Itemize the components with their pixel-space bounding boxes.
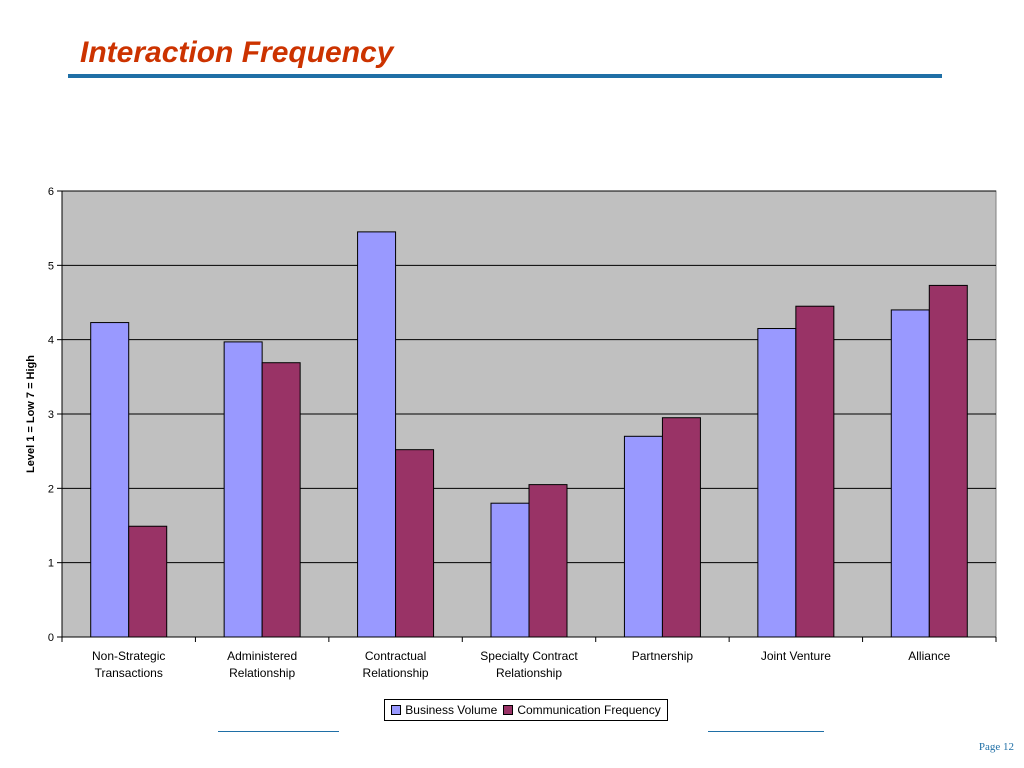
y-tick-label: 3	[48, 409, 54, 421]
bar	[223, 341, 263, 638]
footer-rule-left	[218, 731, 339, 732]
bar	[395, 449, 435, 638]
bar	[661, 417, 701, 638]
bar	[890, 309, 930, 638]
x-tick-label: Relationship	[229, 666, 295, 680]
x-tick-label: Joint Venture	[761, 649, 831, 663]
chart-legend: Business Volume Communication Frequency	[384, 699, 668, 721]
x-tick-label: Transactions	[95, 666, 163, 680]
slide-title: Interaction Frequency	[80, 36, 394, 69]
bar	[261, 362, 301, 638]
bar	[757, 328, 797, 638]
y-tick-label: 0	[48, 632, 54, 644]
y-tick-label: 6	[48, 186, 54, 198]
legend-label-business-volume: Business Volume	[405, 703, 498, 717]
y-tick-label: 1	[48, 558, 54, 570]
bar	[490, 502, 530, 638]
footer-rule-right	[708, 731, 824, 732]
legend-item-communication-frequency: Communication Frequency	[503, 703, 661, 717]
page-number: Page 12	[978, 741, 1014, 753]
x-tick-label: Contractual	[365, 649, 426, 663]
x-tick-label: Partnership	[632, 649, 694, 663]
bar-chart: 0 1 2 3 4 5 6 Non-Strategic Transactions Administ…	[25, 186, 997, 680]
legend-item-business-volume: Business Volume	[391, 703, 497, 717]
y-axis-label: Level 1 = Low 7 = High	[25, 355, 37, 473]
x-tick-label: Relationship	[363, 666, 429, 680]
title-underline	[68, 74, 942, 78]
legend-label-communication-frequency: Communication Frequency	[517, 703, 661, 717]
y-tick-label: 2	[48, 483, 54, 495]
bar	[357, 231, 397, 638]
bar	[623, 435, 663, 638]
x-tick-label: Non-Strategic	[92, 649, 165, 663]
x-tick-label: Administered	[227, 649, 297, 663]
bar	[928, 284, 968, 638]
y-tick-label: 4	[48, 335, 54, 347]
legend-swatch-communication-frequency	[503, 705, 514, 715]
bar	[90, 322, 130, 638]
x-tick-label: Alliance	[908, 649, 950, 663]
x-tick-label: Relationship	[496, 666, 562, 680]
y-tick-label: 5	[48, 260, 54, 272]
legend-swatch-business-volume	[391, 705, 402, 715]
bar	[528, 484, 568, 638]
x-tick-label: Specialty Contract	[480, 649, 578, 663]
bar	[795, 305, 835, 638]
bar	[128, 525, 168, 638]
